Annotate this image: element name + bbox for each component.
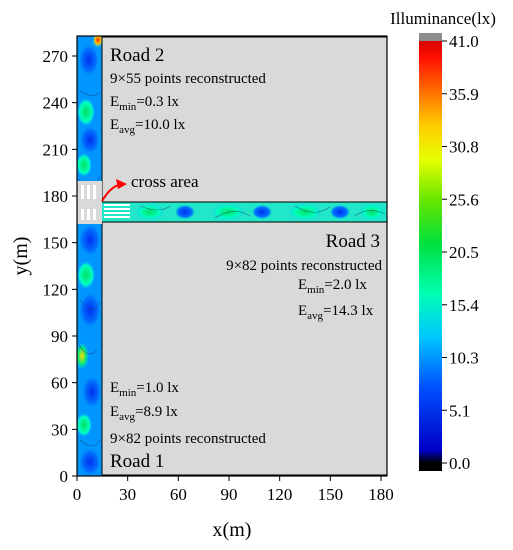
heat-blob bbox=[82, 376, 102, 408]
contour-line bbox=[354, 210, 386, 217]
y-tick-label: 60 bbox=[51, 374, 68, 393]
colorbar-tick-label: 20.5 bbox=[449, 243, 479, 262]
heatmap-layer bbox=[77, 36, 387, 476]
road2-annotation: Road 2 9×55 points reconstructed Emin=0.… bbox=[110, 45, 266, 136]
y-tick-label: 30 bbox=[51, 420, 68, 439]
cross-area-label: cross area bbox=[131, 172, 199, 191]
heat-blob bbox=[252, 205, 272, 219]
colorbar-tick-label: 25.6 bbox=[449, 190, 479, 209]
crosswalk-horizontal bbox=[104, 204, 130, 218]
x-axis-ticks: 0 30 60 90 120 150 180 bbox=[73, 476, 394, 504]
heat-blob bbox=[212, 204, 244, 220]
x-tick-label: 60 bbox=[170, 485, 187, 504]
plot-frame bbox=[76, 35, 388, 477]
cross-area-arrow bbox=[101, 179, 127, 202]
heat-blob bbox=[79, 448, 101, 476]
road3-eavg: Eavg=14.3 lx bbox=[298, 303, 374, 322]
road3-points: 9×82 points reconstructed bbox=[226, 258, 382, 274]
x-tick-label: 180 bbox=[368, 485, 394, 504]
colorbar-bottom-cap bbox=[419, 463, 442, 471]
road1-points: 9×82 points reconstructed bbox=[110, 431, 266, 447]
road3-emin: Emin=2.0 lx bbox=[298, 277, 367, 296]
heat-blob bbox=[175, 205, 195, 219]
x-tick-label: 90 bbox=[221, 485, 238, 504]
y-tick-label: 0 bbox=[60, 467, 69, 486]
y-tick-label: 210 bbox=[43, 140, 69, 159]
road3-name: Road 3 bbox=[326, 231, 380, 252]
road2-points: 9×55 points reconstructed bbox=[110, 71, 266, 87]
heat-blob bbox=[136, 204, 164, 220]
y-tick-label: 150 bbox=[43, 234, 69, 253]
contour-line bbox=[79, 439, 101, 447]
heat-blob bbox=[92, 36, 104, 48]
heat-blob bbox=[77, 153, 92, 177]
heat-blob bbox=[77, 261, 95, 289]
x-tick-label: 0 bbox=[73, 485, 82, 504]
contour-line bbox=[78, 89, 101, 96]
colorbar-ticks: 41.0 35.9 30.8 25.6 20.5 15.4 10.3 5.1 0.0 bbox=[442, 32, 479, 473]
upper-block bbox=[101, 36, 388, 203]
heat-blob bbox=[77, 98, 95, 126]
road2-name: Road 2 bbox=[110, 45, 164, 66]
contour-line bbox=[294, 205, 331, 213]
road1-name: Road 1 bbox=[110, 451, 164, 472]
y-tick-label: 120 bbox=[43, 280, 69, 299]
y-tick-label: 240 bbox=[43, 94, 69, 113]
colorbar-top-cap bbox=[419, 33, 442, 41]
heat-blob bbox=[79, 44, 99, 76]
x-tick-label: 30 bbox=[119, 485, 136, 504]
road1-eavg: Eavg=8.9 lx bbox=[110, 404, 178, 423]
x-tick-label: 120 bbox=[267, 485, 293, 504]
heat-blob bbox=[77, 342, 89, 370]
contour-line bbox=[214, 211, 251, 219]
heat-blob bbox=[80, 126, 100, 154]
x-tick-label: 150 bbox=[318, 485, 344, 504]
heat-blob bbox=[79, 224, 101, 256]
road1-emin: Emin=1.0 lx bbox=[110, 380, 179, 399]
road2-eavg: Eavg=10.0 lx bbox=[110, 117, 186, 136]
colorbar-tick-label: 30.8 bbox=[449, 138, 479, 157]
contour-line bbox=[139, 205, 171, 211]
colorbar: Illuminance(lx) 41.0 35.9 30.8 25.6 20.5 15.4… bbox=[390, 9, 496, 473]
y-axis-ticks: 0 30 60 90 120 150 180 210 240 270 bbox=[43, 47, 77, 486]
colorbar-tick-label: 5.1 bbox=[449, 401, 470, 420]
heat-blob bbox=[77, 413, 92, 437]
colorbar-tick-label: 0.0 bbox=[449, 454, 470, 473]
colorbar-tick-label: 10.3 bbox=[449, 349, 479, 368]
lower-block bbox=[101, 221, 388, 476]
y-axis-label: y(m) bbox=[10, 237, 32, 276]
colorbar-tick-label: 15.4 bbox=[449, 296, 479, 315]
y-tick-label: 270 bbox=[43, 47, 69, 66]
x-axis-label: x(m) bbox=[213, 519, 252, 541]
colorbar-gradient bbox=[419, 41, 442, 463]
contour-line bbox=[79, 299, 101, 310]
heat-blob bbox=[360, 204, 384, 220]
y-tick-label: 90 bbox=[51, 327, 68, 346]
colorbar-tick-label: 41.0 bbox=[449, 32, 479, 51]
heat-blob bbox=[79, 292, 101, 328]
heat-blob bbox=[330, 205, 350, 219]
contour-line bbox=[78, 344, 98, 355]
crosswalk-vertical bbox=[81, 185, 96, 220]
road3-annotation: Road 3 9×82 points reconstructed Emin=2.… bbox=[226, 231, 382, 322]
heat-blob bbox=[289, 204, 321, 220]
y-tick-label: 180 bbox=[43, 187, 69, 206]
colorbar-tick-label: 35.9 bbox=[449, 85, 479, 104]
colorbar-title: Illuminance(lx) bbox=[390, 9, 496, 28]
road1-annotation: Emin=1.0 lx Eavg=8.9 lx 9×82 points reco… bbox=[110, 380, 266, 472]
cross-area bbox=[77, 181, 130, 224]
road2-emin: Emin=0.3 lx bbox=[110, 94, 179, 113]
